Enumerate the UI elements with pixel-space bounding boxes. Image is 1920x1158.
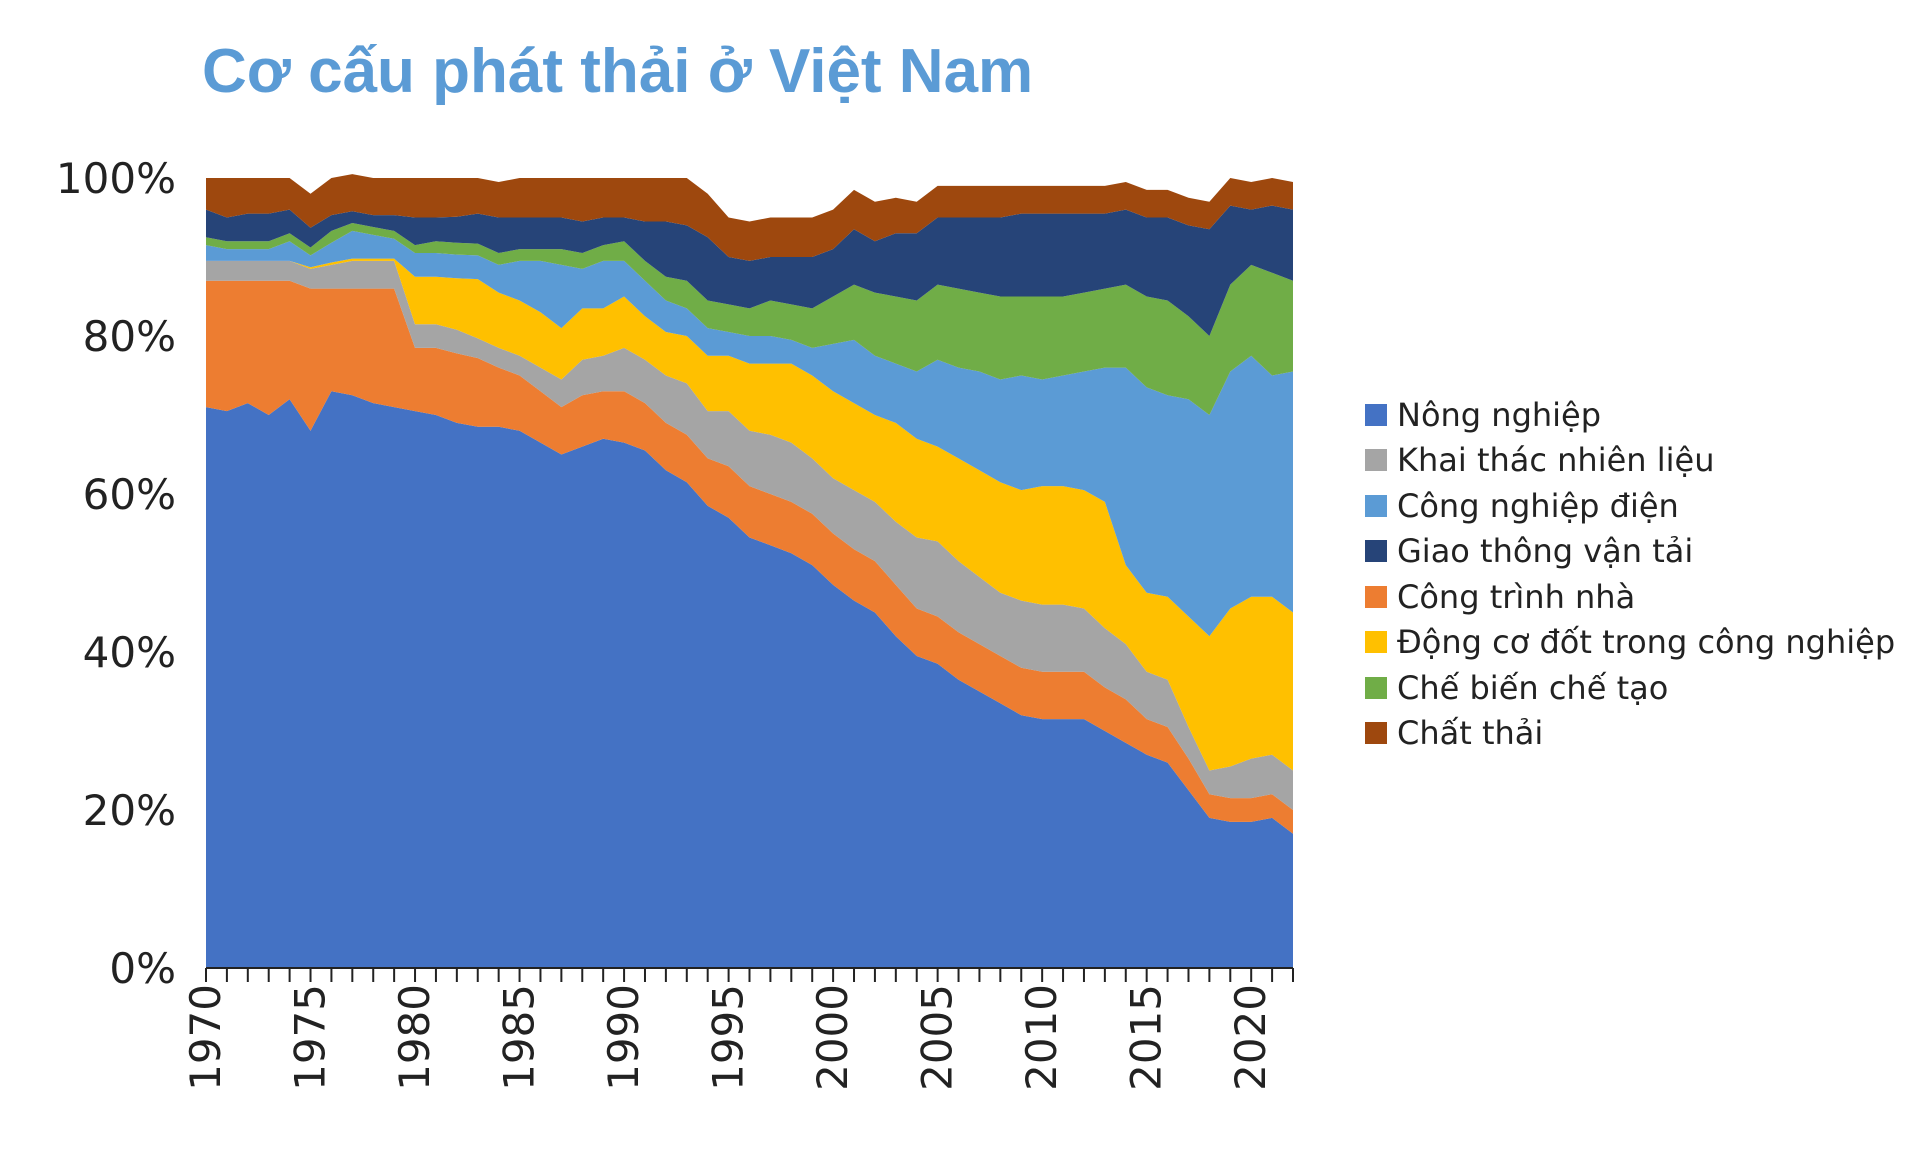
legend-label: Công nghiệp điện bbox=[1397, 486, 1679, 525]
y-tick-label: 80% bbox=[83, 312, 176, 361]
y-tick-label: 60% bbox=[83, 470, 176, 519]
x-tick-label: 1980 bbox=[390, 984, 439, 1091]
x-tick-label: 2020 bbox=[1226, 984, 1275, 1091]
x-tick-label: 1990 bbox=[599, 984, 648, 1091]
area-dong-co-dot-trong-cong-nghiep bbox=[206, 258, 1293, 771]
y-tick-label: 0% bbox=[109, 944, 176, 993]
legend-label: Chất thải bbox=[1397, 714, 1544, 753]
area-cong-nghiep-dien bbox=[206, 230, 1293, 637]
y-tick-label: 20% bbox=[83, 786, 176, 835]
x-tick-label: 2000 bbox=[808, 984, 857, 1091]
legend-label: Khai thác nhiên liệu bbox=[1397, 441, 1715, 480]
x-tick-label: 2010 bbox=[1017, 984, 1066, 1091]
area-che-bien-che-tao bbox=[206, 223, 1293, 415]
legend-swatch bbox=[1365, 449, 1387, 472]
x-tick-label: 1995 bbox=[704, 984, 753, 1091]
legend-item-che-bien-che-tao: Chế biến chế tạo bbox=[1365, 665, 1895, 711]
legend-label: Công trình nhà bbox=[1397, 577, 1636, 616]
area-layers bbox=[206, 174, 1293, 968]
area-giao-thong-van-tai bbox=[206, 205, 1293, 336]
legend-item-giao-thong-van-tai: Giao thông vận tải bbox=[1365, 529, 1895, 575]
x-tick-label: 2015 bbox=[1122, 984, 1171, 1091]
area-nong-nghiep bbox=[206, 391, 1293, 968]
y-tick-label: 40% bbox=[83, 628, 176, 677]
legend-swatch bbox=[1365, 676, 1387, 699]
x-tick-label: 2005 bbox=[913, 984, 962, 1091]
x-tick-label: 1985 bbox=[495, 984, 544, 1091]
legend-item-khai-thac-nhien-lieu: Khai thác nhiên liệu bbox=[1365, 438, 1895, 484]
legend-swatch bbox=[1365, 585, 1387, 608]
legend: Nông nghiệp Khai thác nhiên liệu Công nghi… bbox=[1365, 392, 1895, 756]
axes bbox=[205, 967, 1294, 982]
legend-swatch bbox=[1365, 494, 1387, 517]
legend-label: Nông nghiệp bbox=[1397, 395, 1602, 434]
legend-label: Giao thông vận tải bbox=[1397, 532, 1694, 571]
legend-item-chat-thai: Chất thải bbox=[1365, 711, 1895, 757]
legend-item-cong-trinh-nha: Công trình nhà bbox=[1365, 574, 1895, 620]
legend-swatch bbox=[1365, 540, 1387, 563]
legend-swatch bbox=[1365, 403, 1387, 426]
legend-label: Động cơ đốt trong công nghiệp bbox=[1397, 623, 1896, 662]
x-tick-label: 1970 bbox=[181, 984, 230, 1091]
area-chat-thai bbox=[206, 174, 1293, 261]
y-tick-label: 100% bbox=[56, 154, 176, 203]
legend-item-dong-co-dot-trong-cong-nghiep: Động cơ đốt trong công nghiệp bbox=[1365, 620, 1895, 666]
legend-item-cong-nghiep-dien: Công nghiệp điện bbox=[1365, 483, 1895, 529]
legend-label: Chế biến chế tạo bbox=[1397, 668, 1669, 707]
legend-swatch bbox=[1365, 631, 1387, 654]
y-tick-labels: 0% 20% 40% 60% 80% 100% bbox=[56, 154, 176, 993]
x-tick-labels: 1970 1975 1980 1985 1990 1995 2000 2005 2010 2015… bbox=[181, 984, 1275, 1091]
legend-swatch bbox=[1365, 722, 1387, 745]
legend-item-nong-nghiep: Nông nghiệp bbox=[1365, 392, 1895, 438]
area-cong-trinh-nha bbox=[206, 280, 1293, 834]
x-tick-label: 1975 bbox=[286, 984, 335, 1091]
chart-title: Cơ cấu phát thải ở Việt Nam bbox=[202, 37, 1034, 106]
